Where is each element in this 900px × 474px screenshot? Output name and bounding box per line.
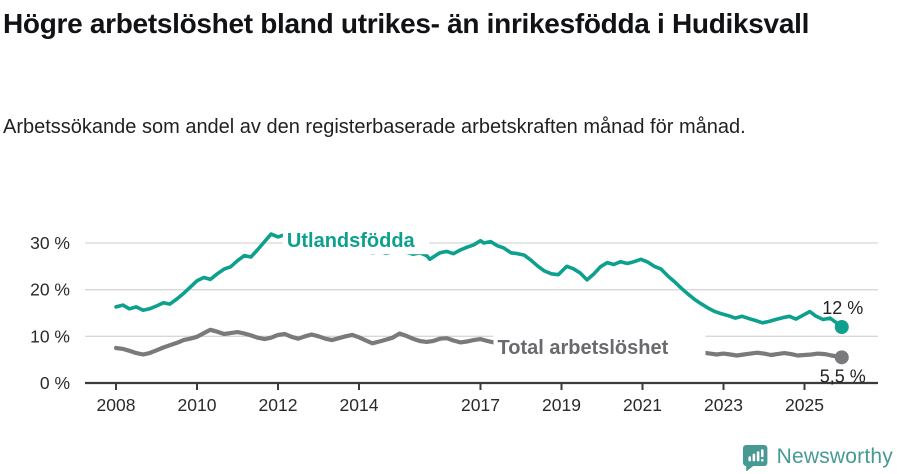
x-axis-tick-label: 2019: [542, 395, 581, 415]
x-axis-tick-label: 2021: [623, 395, 662, 415]
series-label-total: Total arbetslöshet: [498, 337, 669, 359]
y-axis-tick-label: 0 %: [40, 373, 70, 393]
newsworthy-logo-icon: [742, 444, 768, 471]
x-axis-tick-label: 2025: [785, 395, 824, 415]
x-axis-tick-label: 2023: [704, 395, 743, 415]
series-end-value-label: 5,5 %: [820, 366, 866, 386]
series-label-utlandsfodda: Utlandsfödda: [287, 230, 416, 252]
y-axis-tick-label: 10 %: [30, 326, 70, 346]
series-label-halo: [493, 335, 706, 362]
chart-title: Högre arbetslöshet bland utrikes- än inr…: [3, 8, 810, 39]
x-axis-tick-label: 2008: [97, 395, 136, 415]
x-axis-tick-label: 2010: [178, 395, 217, 415]
brand-footer: Newsworthy: [742, 443, 893, 471]
brand-name: Newsworthy: [776, 445, 893, 468]
series-end-value-label: 12 %: [822, 298, 863, 318]
series-line-total: [113, 327, 844, 360]
chart-subtitle: Arbetssökande som andel av den registerb…: [3, 116, 746, 138]
series-line-utlandsfodda: [114, 232, 844, 329]
x-axis-tick-label: 2014: [340, 395, 379, 415]
series-label-halo: [282, 228, 429, 255]
series-end-dot: [834, 350, 849, 365]
y-axis-tick-label: 20 %: [30, 280, 70, 300]
series-end-dot: [834, 319, 849, 334]
x-axis-tick-label: 2012: [259, 395, 298, 415]
x-axis-tick-label: 2017: [461, 395, 500, 415]
y-axis-tick-label: 30 %: [30, 233, 70, 253]
